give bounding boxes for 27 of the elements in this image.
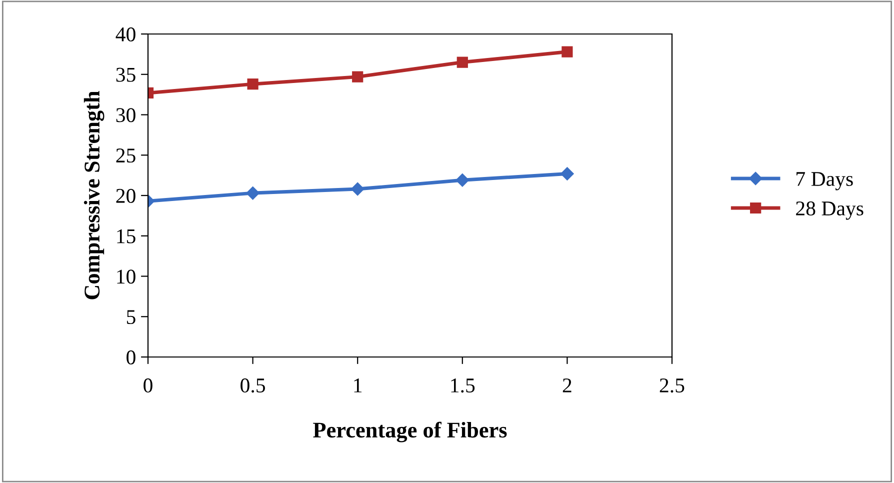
- point: [246, 186, 260, 200]
- x-tick-label: 2.5: [660, 378, 684, 393]
- y-tick-label: 35: [116, 68, 136, 82]
- legend-label: 28 Days: [796, 201, 864, 220]
- point: [352, 71, 364, 82]
- x-tick-label: 1.5: [451, 378, 475, 393]
- legend-label: 7 Days: [796, 172, 853, 190]
- point: [456, 174, 469, 187]
- point: [247, 78, 258, 90]
- x-tick-label: 0.5: [240, 378, 266, 393]
- x-tick-label: 1: [354, 378, 362, 392]
- point: [560, 167, 574, 180]
- y-tick-label: 0: [126, 350, 136, 364]
- point: [562, 46, 573, 58]
- x-tick-label: 0: [144, 378, 152, 392]
- point: [351, 182, 364, 196]
- y-tick-label: 5: [126, 310, 136, 324]
- y-axis-title: Compressive Strength: [84, 90, 104, 300]
- y-tick-label: 15: [117, 229, 136, 244]
- y-tick-label: 30: [116, 108, 136, 122]
- y-tick-label: 20: [116, 188, 136, 203]
- point: [456, 56, 468, 68]
- y-tick-label: 40: [116, 27, 136, 42]
- x-axis-title: Percentage of Fibers: [313, 422, 507, 442]
- y-tick-label: 10: [117, 270, 136, 284]
- y-tick-label: 25: [116, 148, 136, 163]
- x-tick-label: 2: [562, 378, 572, 392]
